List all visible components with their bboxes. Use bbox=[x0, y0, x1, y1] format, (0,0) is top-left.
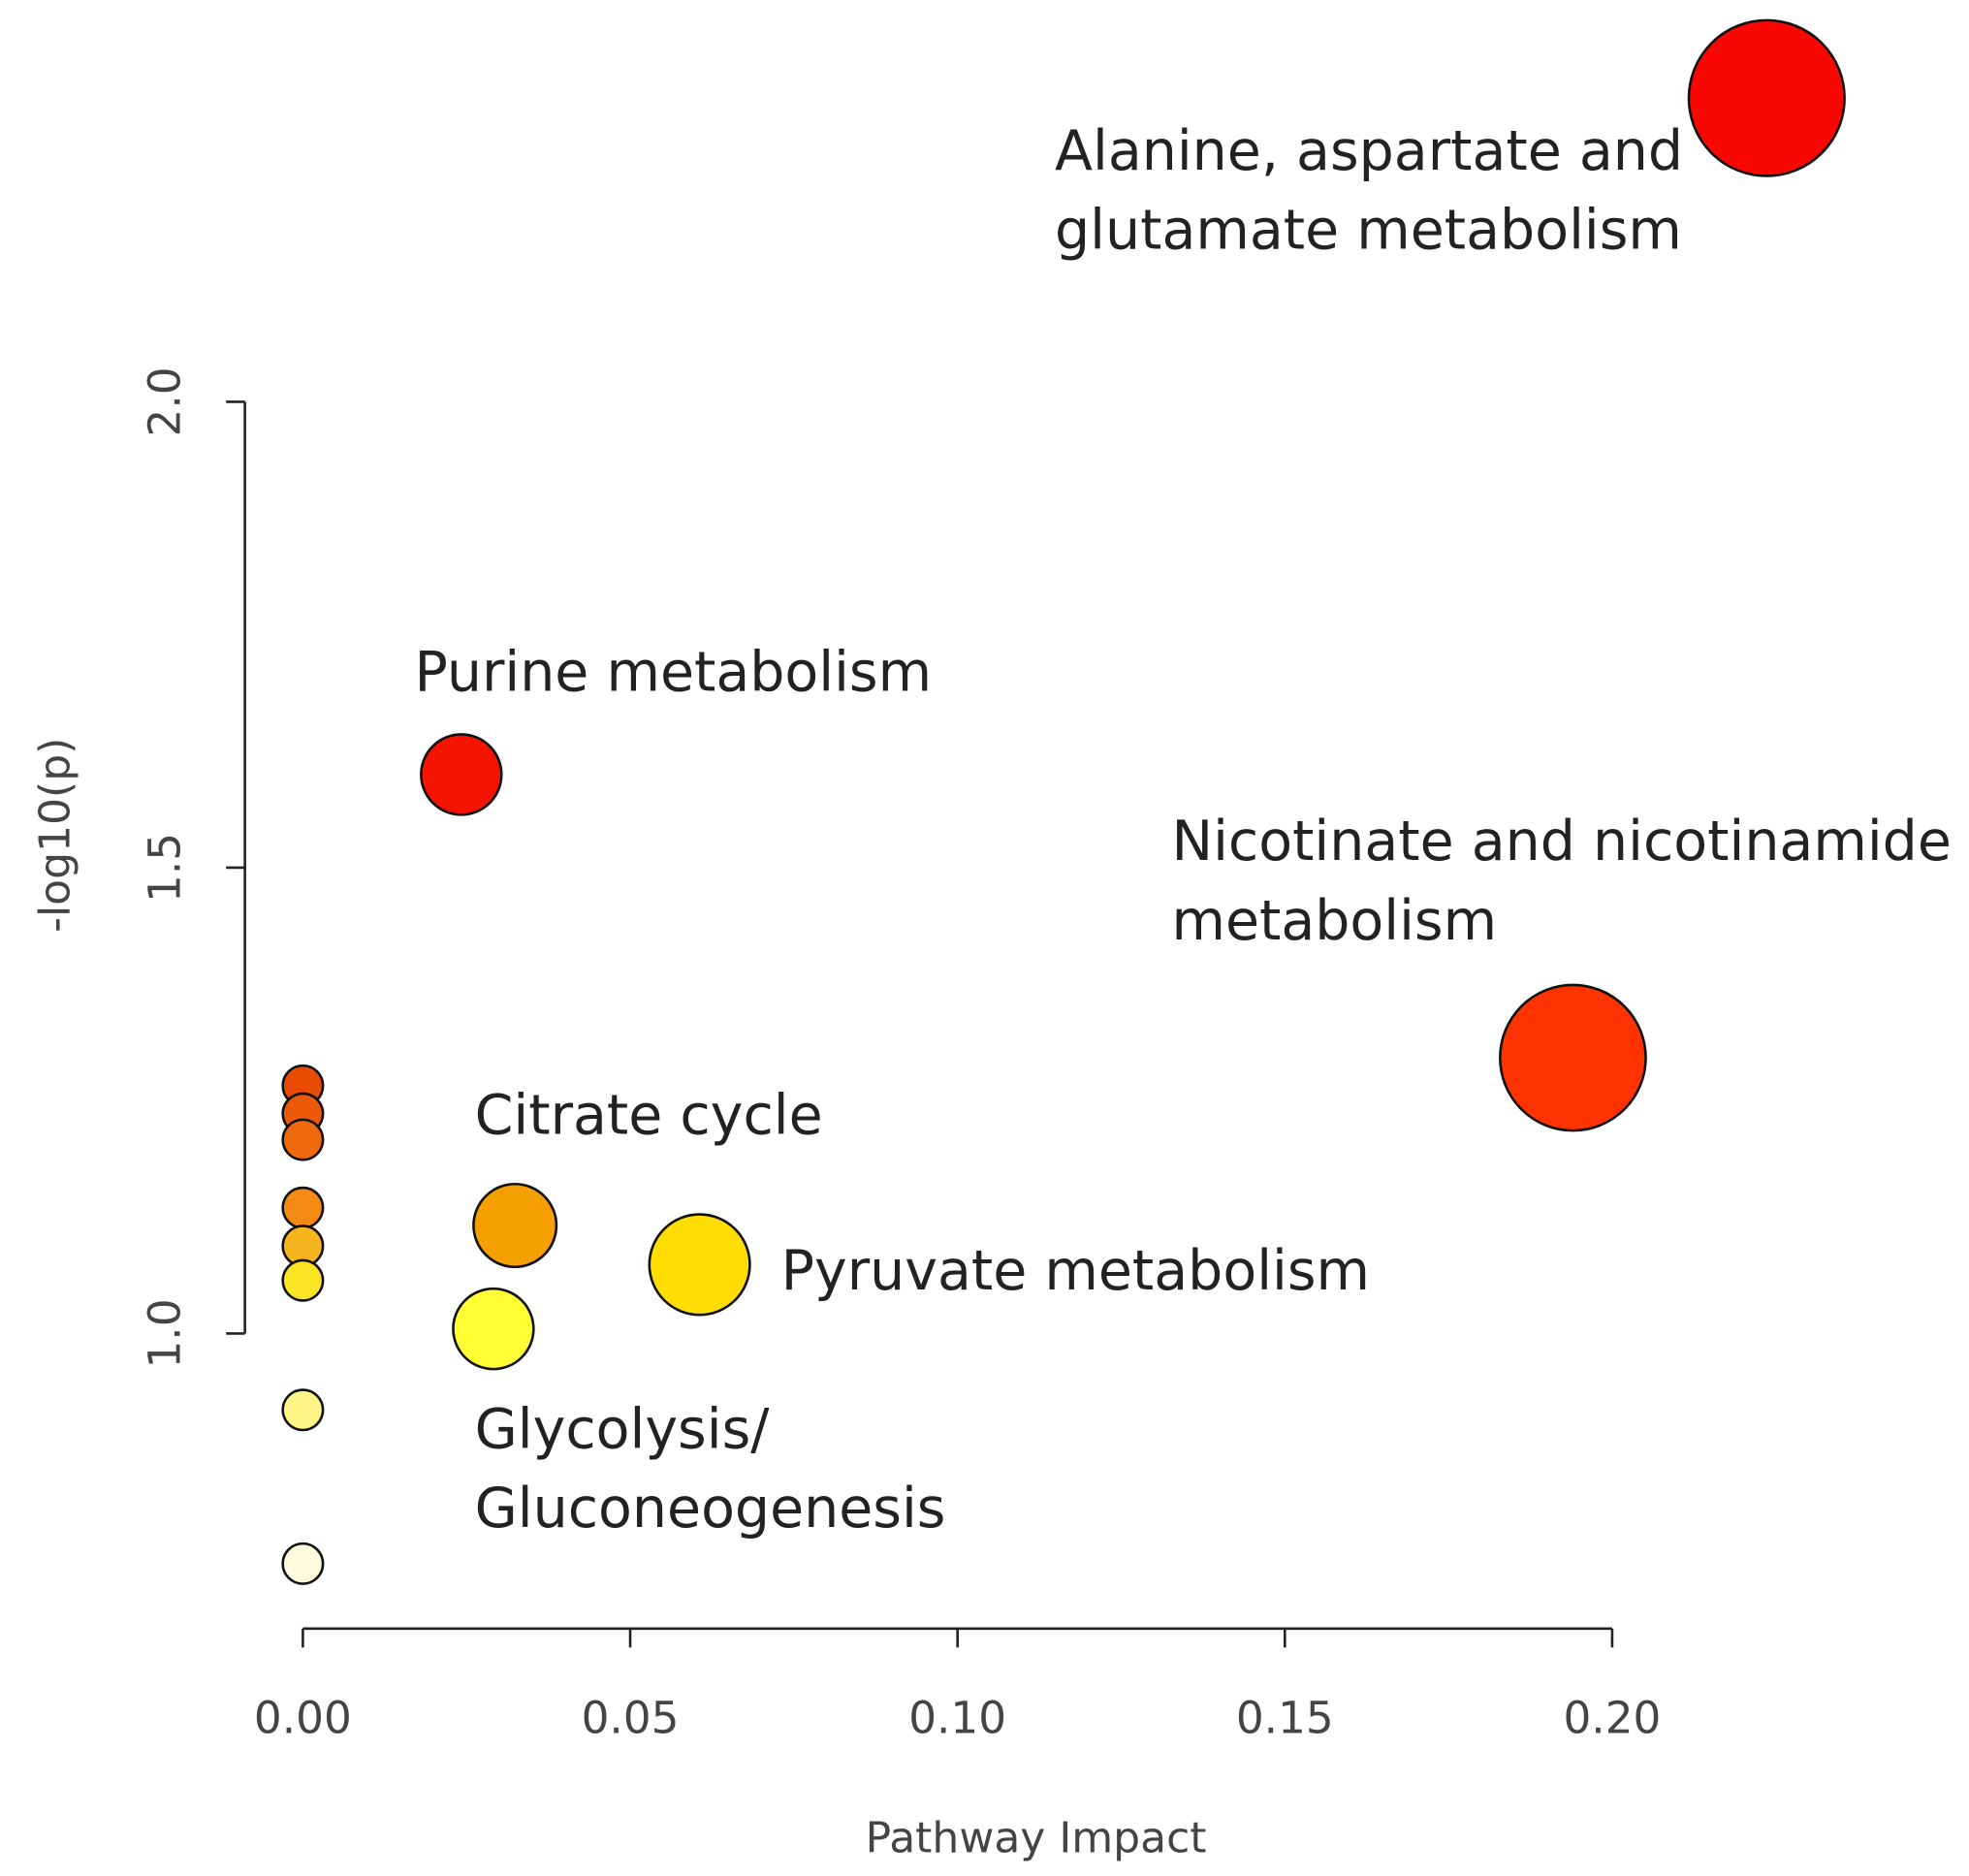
y-tick-label: 1.0 bbox=[139, 1298, 190, 1368]
y-tick-label: 2.0 bbox=[139, 366, 190, 436]
y-tick-label: 1.5 bbox=[139, 833, 190, 903]
bubble-label: Nicotinate and nicotinamide bbox=[1171, 810, 1951, 874]
bubble-label: Pyruvate metabolism bbox=[781, 1239, 1370, 1303]
x-tick-label: 0.10 bbox=[908, 1692, 1006, 1743]
bubble bbox=[452, 1287, 535, 1371]
bubble-label: Alanine, aspartate and bbox=[1055, 119, 1683, 183]
bubble-label: Gluconeogenesis bbox=[475, 1477, 946, 1541]
bubble-label: Purine metabolism bbox=[414, 640, 932, 704]
bubble-label: Glycolysis/ bbox=[475, 1397, 771, 1461]
bubble bbox=[1499, 983, 1647, 1132]
bubble bbox=[281, 1186, 325, 1229]
bubble bbox=[281, 1388, 325, 1432]
x-axis-label: Pathway Impact bbox=[866, 1813, 1207, 1862]
y-axis-label: -log10(p) bbox=[30, 738, 79, 933]
bubble bbox=[1687, 18, 1846, 177]
bubble-label: Citrate cycle bbox=[475, 1084, 823, 1148]
bubble bbox=[281, 1118, 325, 1161]
x-tick-label: 0.20 bbox=[1563, 1692, 1661, 1743]
x-tick-label: 0.15 bbox=[1236, 1692, 1334, 1743]
x-tick-label: 0.00 bbox=[254, 1692, 352, 1743]
bubble bbox=[648, 1213, 751, 1317]
bubble bbox=[281, 1542, 325, 1585]
bubble-label: glutamate metabolism bbox=[1055, 198, 1682, 262]
bubble bbox=[281, 1258, 325, 1302]
bubble bbox=[472, 1182, 558, 1269]
bubble-label: metabolism bbox=[1171, 889, 1497, 953]
bubble bbox=[420, 733, 503, 816]
x-tick-label: 0.05 bbox=[582, 1692, 680, 1743]
